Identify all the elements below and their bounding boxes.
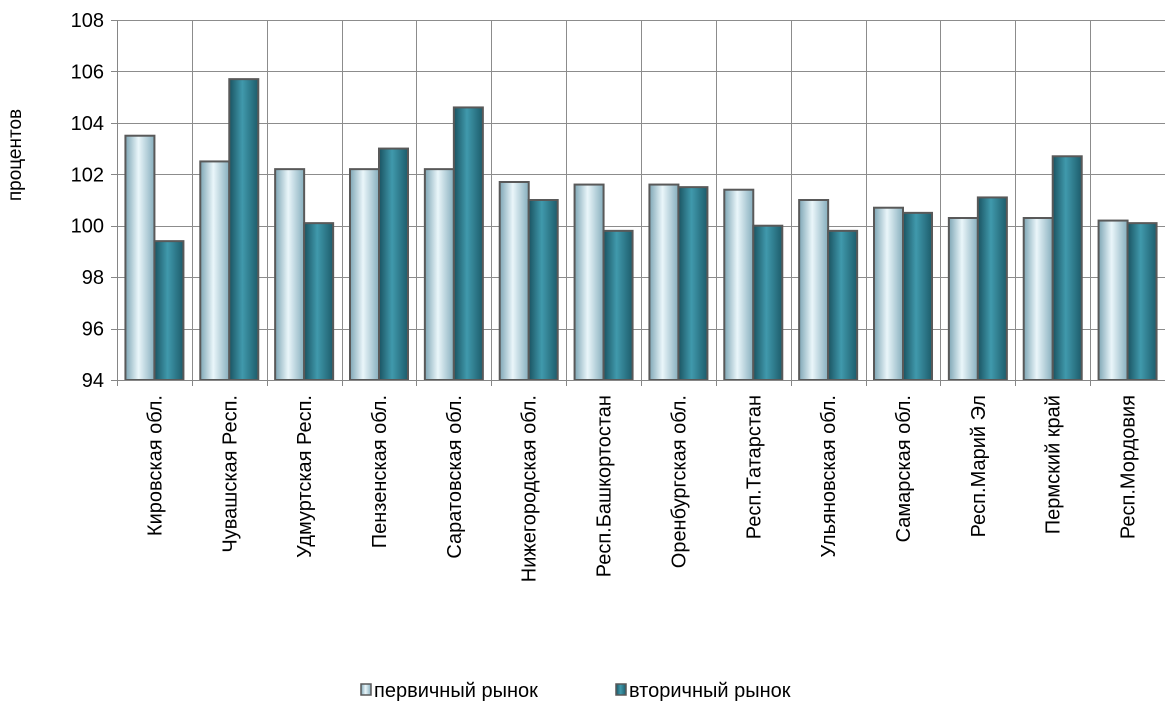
- y-axis-title: процентов: [5, 109, 26, 201]
- bar-secondary-7: [677, 186, 709, 381]
- bar-secondary-8: [752, 224, 784, 381]
- x-tick-label: Нижегородская обл.: [519, 395, 541, 582]
- legend-swatch-primary: [360, 683, 372, 696]
- gridlines: [117, 20, 1165, 381]
- x-tick-label: Удмуртская Респ.: [294, 395, 316, 558]
- bar-primary-5: [498, 181, 530, 381]
- axes: [111, 20, 1165, 386]
- bar-secondary-11: [976, 196, 1008, 381]
- bar-secondary-10: [902, 211, 933, 381]
- bar-primary-10: [873, 206, 904, 381]
- bar-secondary-13: [1126, 222, 1158, 381]
- bar-primary-1: [199, 160, 231, 381]
- y-tick-label: 98: [82, 267, 104, 289]
- x-tick-label: Респ.Башкортостан: [594, 395, 616, 577]
- bar-primary-9: [798, 199, 830, 381]
- x-tick-label: Кировская обл.: [144, 395, 166, 536]
- bar-secondary-0: [153, 240, 185, 381]
- bar-primary-2: [274, 168, 306, 381]
- legend-swatch-secondary: [615, 683, 627, 696]
- x-tick-label: Респ.Марий Эл: [968, 395, 990, 537]
- x-tick-label: Респ.Татарстан: [743, 395, 765, 539]
- bar-secondary-2: [303, 222, 335, 381]
- y-tick-labels: 94 96 98 100 102 104 106 108: [71, 10, 104, 392]
- legend: первичный рынок вторичный рынок: [360, 680, 791, 702]
- bar-primary-6: [573, 183, 605, 381]
- x-tick-label: Пермский край: [1043, 395, 1065, 534]
- bar-secondary-12: [1051, 155, 1083, 381]
- bar-primary-13: [1097, 219, 1129, 381]
- x-tick-labels: Кировская обл. Чувашская Респ. Удмуртская …: [144, 395, 1139, 582]
- y-tick-label: 100: [71, 216, 104, 238]
- bar-primary-12: [1022, 217, 1054, 381]
- legend-label-secondary: вторичный рынок: [629, 680, 791, 702]
- bar-secondary-4: [452, 106, 484, 382]
- bar-primary-0: [124, 134, 156, 381]
- bar-primary-7: [648, 183, 680, 381]
- y-tick-label: 108: [71, 10, 104, 32]
- y-tick-label: 106: [71, 61, 104, 83]
- y-tick-label: 102: [71, 164, 104, 186]
- x-tick-label: Саратовская обл.: [444, 395, 466, 559]
- bar-secondary-5: [527, 199, 559, 381]
- bar-primary-3: [349, 168, 380, 381]
- bar-secondary-3: [378, 147, 409, 381]
- x-tick-label: Чувашская Респ.: [219, 395, 241, 553]
- legend-label-primary: первичный рынок: [374, 680, 538, 702]
- y-tick-label: 94: [82, 370, 104, 392]
- x-tick-label: Оренбургская обл.: [668, 395, 690, 568]
- bar-secondary-9: [827, 229, 859, 381]
- x-tick-label: Ульяновская обл.: [818, 395, 840, 557]
- x-tick-label: Самарская обл.: [893, 395, 915, 542]
- x-tick-label: Респ.Мордовия: [1118, 395, 1140, 539]
- legend-item-primary: первичный рынок: [360, 680, 538, 702]
- bar-primary-8: [723, 188, 755, 381]
- y-tick-label: 96: [82, 319, 104, 341]
- bar-primary-4: [423, 168, 455, 381]
- bar-secondary-1: [228, 78, 260, 382]
- y-tick-label: 104: [71, 113, 104, 135]
- legend-item-secondary: вторичный рынок: [615, 680, 791, 702]
- bar-primary-11: [947, 217, 979, 381]
- x-tick-label: Пензенская обл.: [369, 395, 391, 548]
- bar-secondary-6: [602, 229, 634, 381]
